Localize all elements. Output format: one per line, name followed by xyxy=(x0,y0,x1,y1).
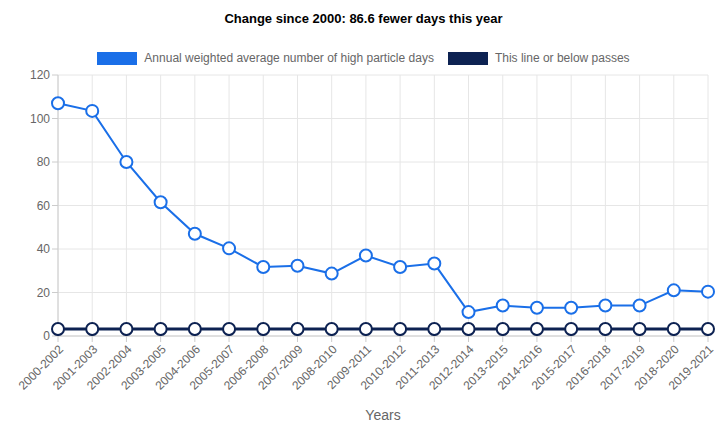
svg-text:2016-2018: 2016-2018 xyxy=(563,342,614,393)
svg-text:2001-2003: 2001-2003 xyxy=(49,342,101,393)
svg-text:0: 0 xyxy=(43,329,50,343)
svg-text:2012-2014: 2012-2014 xyxy=(426,342,477,393)
svg-text:2005-2007: 2005-2007 xyxy=(186,342,238,393)
svg-text:2010-2012: 2010-2012 xyxy=(357,342,409,393)
html-text:This line or below passes: This line or below passes xyxy=(494,51,630,65)
svg-text:120: 120 xyxy=(30,68,50,82)
svg-text:2015-2017: 2015-2017 xyxy=(528,342,580,393)
svg-text:2011-2013: 2011-2013 xyxy=(392,342,443,393)
svg-text:Years: Years xyxy=(365,407,400,423)
svg-text:2006-2008: 2006-2008 xyxy=(220,342,272,393)
svg-text:20: 20 xyxy=(37,286,51,300)
html-text:Change since 2000: 86.6 fewer: Change since 2000: 86.6 fewer days this … xyxy=(224,11,503,26)
svg-text:2019-2021: 2019-2021 xyxy=(666,342,717,393)
svg-text:60: 60 xyxy=(37,199,51,213)
svg-text:2008-2010: 2008-2010 xyxy=(289,342,340,393)
svg-text:2002-2004: 2002-2004 xyxy=(84,342,135,393)
svg-text:80: 80 xyxy=(37,155,51,169)
svg-text:40: 40 xyxy=(37,242,51,256)
svg-text:2017-2019: 2017-2019 xyxy=(597,342,648,393)
svg-text:100: 100 xyxy=(30,112,50,126)
svg-text:2007-2009: 2007-2009 xyxy=(255,342,306,393)
svg-text:2004-2006: 2004-2006 xyxy=(152,342,203,393)
svg-text:2000-2002: 2000-2002 xyxy=(15,342,67,393)
svg-text:2003-2005: 2003-2005 xyxy=(118,342,169,393)
svg-text:2014-2016: 2014-2016 xyxy=(494,342,546,393)
html-text:Annual weighted average number: Annual weighted average number of high p… xyxy=(144,51,434,65)
svg-text:2009-2011: 2009-2011 xyxy=(324,342,374,393)
svg-text:2013-2015: 2013-2015 xyxy=(460,342,511,393)
svg-text:2018-2020: 2018-2020 xyxy=(631,342,682,393)
